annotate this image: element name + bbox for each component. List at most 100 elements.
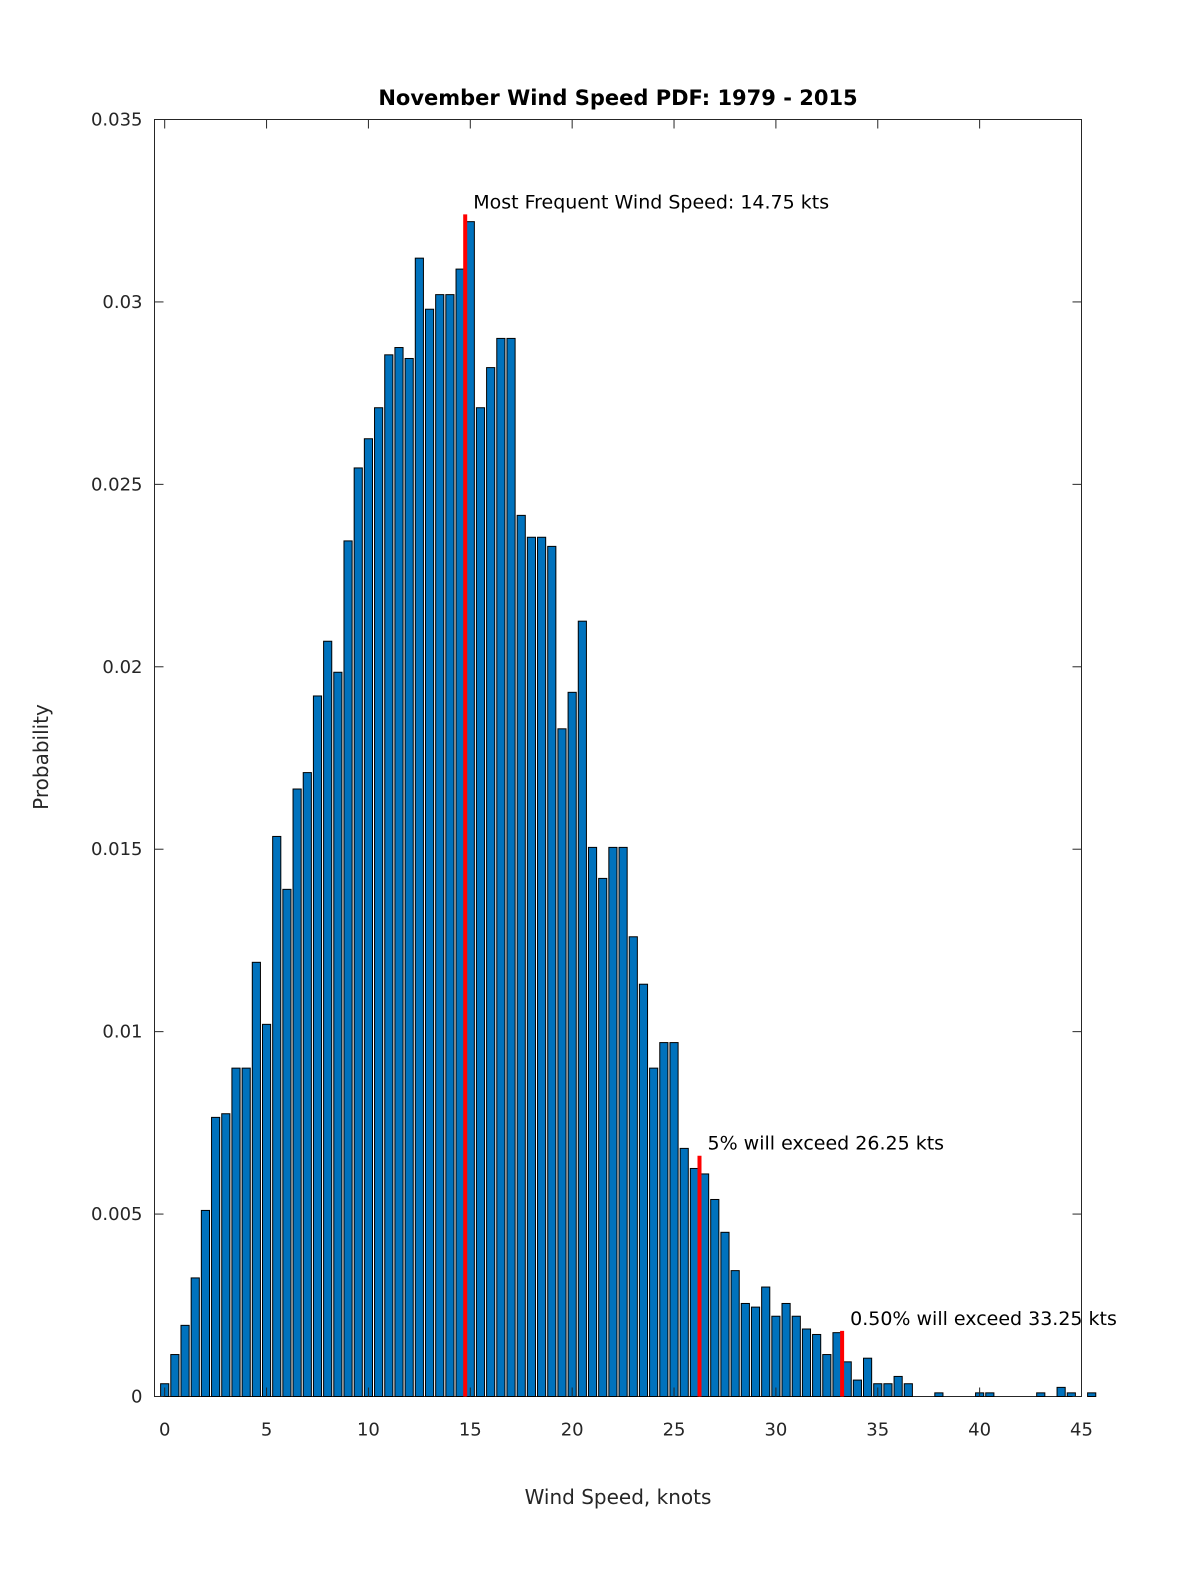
bar — [241, 1067, 251, 1397]
x-tick-label: 25 — [663, 1420, 686, 1441]
bar — [740, 1302, 750, 1397]
bar — [323, 640, 333, 1397]
bar — [618, 846, 628, 1397]
marker-label: Most Frequent Wind Speed: 14.75 kts — [473, 191, 829, 213]
markers-group: Most Frequent Wind Speed: 14.75 kts 5% wi… — [463, 191, 1117, 1397]
x-tick-label: 10 — [357, 1420, 380, 1441]
bar — [1056, 1386, 1066, 1397]
bar — [985, 1392, 995, 1398]
bar — [750, 1306, 761, 1397]
bar — [200, 1209, 211, 1397]
bar — [649, 1067, 659, 1397]
y-tick-label: 0.025 — [91, 474, 143, 495]
bar — [557, 728, 567, 1397]
bar — [506, 337, 516, 1397]
bar — [404, 357, 414, 1397]
bar — [537, 536, 547, 1397]
bar — [526, 536, 536, 1397]
bar — [475, 407, 486, 1398]
bar — [272, 835, 282, 1397]
y-tick-label: 0.03 — [102, 292, 142, 313]
bar — [781, 1302, 791, 1397]
bar — [496, 337, 506, 1397]
marker-label: 0.50% will exceed 33.25 kts — [850, 1308, 1117, 1330]
bar — [934, 1392, 944, 1398]
bar — [689, 1167, 699, 1397]
bar — [465, 221, 475, 1397]
bar — [771, 1315, 781, 1398]
bar — [710, 1198, 720, 1398]
bar — [669, 1042, 679, 1398]
bar — [1087, 1392, 1097, 1398]
bar — [659, 1042, 669, 1398]
bar — [679, 1147, 689, 1397]
bar — [455, 268, 465, 1397]
x-tick-label: 45 — [1070, 1420, 1093, 1441]
bar — [292, 788, 302, 1397]
bar — [414, 257, 424, 1397]
bar — [893, 1375, 903, 1398]
bar — [1036, 1392, 1046, 1398]
y-tick-label: 0 — [131, 1387, 142, 1408]
bar — [170, 1354, 180, 1397]
bar — [251, 961, 261, 1397]
bar — [801, 1328, 812, 1398]
marker-label: 5% will exceed 26.25 kts — [707, 1133, 944, 1155]
y-axis-ticks: 0 0.005 0.01 0.015 0.02 0.025 0.03 0.035 — [91, 110, 1082, 1408]
x-tick-label: 35 — [866, 1420, 889, 1441]
bar — [903, 1383, 913, 1397]
bar — [863, 1357, 873, 1397]
bar — [516, 514, 526, 1397]
plot-frame — [154, 119, 1082, 1397]
bar — [638, 983, 649, 1397]
x-tick-label: 30 — [764, 1420, 787, 1441]
bar — [221, 1113, 231, 1397]
bar — [333, 671, 343, 1397]
bar — [435, 294, 445, 1397]
y-tick-label: 0.005 — [91, 1204, 143, 1225]
bar — [486, 367, 496, 1397]
bars-group — [160, 221, 1097, 1398]
bar — [730, 1270, 740, 1397]
bar — [302, 772, 312, 1397]
bar — [628, 936, 638, 1398]
bar — [700, 1173, 710, 1397]
bar — [211, 1116, 221, 1397]
x-axis-label: Wind Speed, knots — [525, 1485, 712, 1509]
x-tick-label: 40 — [968, 1420, 991, 1441]
bar — [384, 354, 394, 1397]
chart-title: November Wind Speed PDF: 1979 - 2015 — [378, 86, 857, 110]
bar — [445, 294, 455, 1397]
bar — [852, 1379, 862, 1397]
x-axis-ticks: 0 5 10 15 20 25 30 35 40 45 — [159, 119, 1093, 1441]
bar — [547, 545, 557, 1397]
bar — [567, 691, 577, 1397]
bar — [883, 1383, 893, 1397]
bar — [577, 620, 587, 1397]
x-tick-label: 0 — [159, 1420, 170, 1441]
bar — [374, 407, 384, 1398]
y-axis-label: Probability — [29, 704, 53, 810]
bar — [363, 438, 373, 1397]
bar — [608, 846, 618, 1397]
bar — [812, 1333, 822, 1397]
bar — [282, 888, 292, 1397]
bar — [842, 1361, 852, 1398]
bar — [587, 846, 598, 1397]
bar — [822, 1354, 832, 1397]
bar — [598, 877, 608, 1397]
bar — [832, 1332, 842, 1398]
bar — [180, 1324, 190, 1398]
bar — [343, 540, 353, 1397]
x-tick-label: 20 — [561, 1420, 584, 1441]
bar — [353, 467, 363, 1397]
y-tick-label: 0.01 — [102, 1022, 142, 1043]
bar — [791, 1315, 801, 1398]
bar — [1066, 1392, 1076, 1398]
bar — [261, 1023, 272, 1397]
bar — [312, 695, 323, 1397]
bar — [720, 1231, 730, 1398]
bar — [190, 1277, 200, 1397]
x-tick-label: 15 — [459, 1420, 482, 1441]
